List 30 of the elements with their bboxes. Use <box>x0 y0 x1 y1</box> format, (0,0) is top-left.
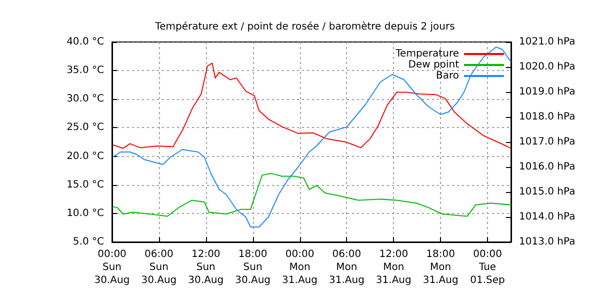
y2-tick-label: 1013.0 hPa <box>519 236 576 248</box>
x-tick-label: 00:00 Tue 01.Sep <box>470 249 505 286</box>
y-tick-label: 25.0 °C <box>66 122 104 134</box>
y2-tick-label: 1020.0 hPa <box>519 62 576 72</box>
x-tick-label: 18:00 Mon 31.Aug <box>422 249 458 286</box>
legend-label: Baro <box>436 70 459 82</box>
x-tick-label: 00:00 Mon 31.Aug <box>282 249 318 286</box>
y-tick-label: 35.0 °C <box>66 65 104 76</box>
x-tick-label: 12:00 Sun 30.Aug <box>188 249 224 286</box>
x-tick-label: 06:00 Sun 30.Aug <box>141 249 177 286</box>
legend-label: Dew point <box>408 60 460 70</box>
y2-tick-label: 1015.0 hPa <box>519 186 576 198</box>
y-tick-label: 30.0 °C <box>66 94 104 105</box>
chart-title: Température ext / point de rosée / baromètre depuis 2 jours <box>154 22 455 32</box>
y2-tick-label: 1019.0 hPa <box>519 86 576 98</box>
y2-tick-label: 1017.0 hPa <box>519 136 576 148</box>
y-tick-label: 5.0 °C <box>72 236 104 248</box>
x-tick-label: 18:00 Sun 30.Aug <box>235 249 271 286</box>
x-tick-label: 12:00 Mon 31.Aug <box>376 249 412 286</box>
y2-tick-label: 1021.0 hPa <box>519 36 576 48</box>
x-tick-label: 06:00 Mon 31.Aug <box>328 249 364 286</box>
y-tick-label: 40.0 °C <box>66 36 104 48</box>
y-tick-label: 20.0 °C <box>66 150 104 162</box>
y2-tick-label: 1018.0 hPa <box>519 112 576 122</box>
y2-tick-label: 1016.0 hPa <box>519 162 576 172</box>
legend-label: Temperature <box>394 48 459 60</box>
y-tick-label: 15.0 °C <box>66 179 104 190</box>
x-tick-label: 00:00 Sun 30.Aug <box>94 249 130 286</box>
y-tick-label: 10.0 °C <box>66 208 104 219</box>
y2-tick-label: 1014.0 hPa <box>519 212 576 222</box>
